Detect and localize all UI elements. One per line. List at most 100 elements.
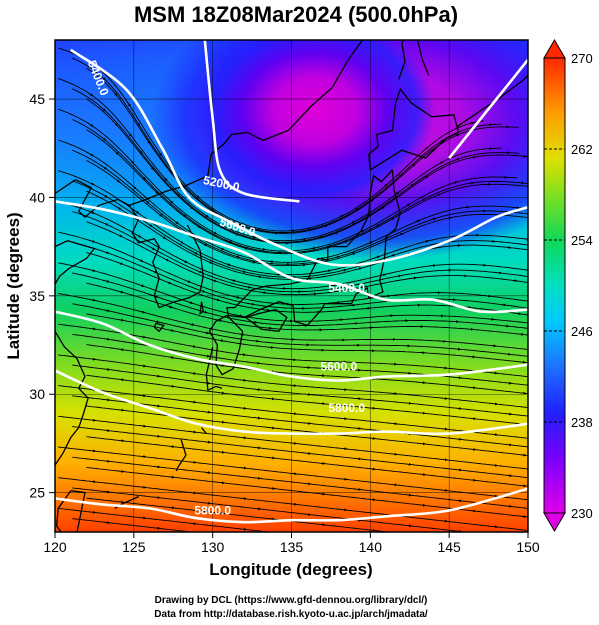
streamline-arrow [469, 478, 477, 482]
streamline-arrow [267, 345, 274, 349]
colorbar-tick-label: 254 [571, 233, 593, 248]
streamline-arrow [290, 502, 298, 506]
streamline-arrow [485, 123, 493, 127]
streamline-arrow [139, 335, 147, 339]
streamline-arrow [318, 461, 326, 465]
streamline-arrow [441, 519, 448, 523]
streamline-arrow [145, 137, 151, 145]
x-axis-label: Longitude (degrees) [209, 560, 372, 579]
streamline-arrow [254, 476, 262, 480]
streamline-arrow [148, 164, 154, 171]
streamline-arrow [193, 193, 200, 199]
streamline-arrow [369, 498, 376, 502]
streamline-arrow [138, 310, 146, 314]
streamline-arrow [511, 279, 518, 283]
streamline-arrow [259, 291, 267, 295]
streamline-arrow [248, 302, 255, 306]
streamline-arrow [89, 327, 97, 331]
streamline-arrow [367, 199, 374, 204]
streamline-arrow [506, 537, 512, 538]
streamline-arrow [168, 167, 174, 174]
streamline-arrow [172, 219, 179, 225]
streamline-arrow [321, 224, 328, 228]
streamline-arrow [204, 440, 211, 444]
coastline [208, 314, 244, 376]
streamline [58, 507, 273, 532]
streamline-arrow [514, 312, 522, 316]
coastline [55, 240, 96, 285]
x-tick-label: 125 [122, 539, 146, 555]
streamline-arrow [341, 240, 348, 244]
streamline-arrow [112, 90, 118, 97]
streamline-arrow [408, 183, 414, 189]
streamline-arrow [202, 213, 209, 218]
streamline-arrow [218, 511, 225, 515]
streamline-arrow [491, 494, 499, 498]
streamline-arrow [455, 407, 462, 410]
streamline-arrow [484, 294, 492, 298]
contour-5600 [55, 200, 528, 314]
streamline-arrow [271, 231, 278, 235]
streamline-arrow [290, 441, 298, 445]
streamline-arrow [491, 371, 498, 375]
streamline-arrow [491, 525, 499, 529]
streamline-arrow [429, 217, 437, 221]
colorbar-gradient [543, 57, 566, 514]
credit-drawing: Drawing by DCL (https://www.gfd-dennou.o… [155, 595, 428, 606]
contour-5800 [55, 369, 528, 436]
streamline-arrow [240, 497, 247, 501]
streamline [86, 313, 528, 364]
streamline-arrow [519, 360, 526, 364]
y-axis-label: Latitude (degrees) [4, 212, 23, 359]
streamline-arrow [434, 193, 442, 197]
y-axis-ticks: 25 30 35 40 45 [29, 91, 55, 501]
streamline-arrow [167, 328, 175, 332]
streamline-arrow [218, 450, 225, 454]
streamline-arrow [268, 426, 276, 430]
streamline-arrow [299, 237, 307, 241]
streamline-arrow [409, 163, 416, 169]
streamline-arrow [329, 283, 337, 287]
streamline-arrow [333, 255, 341, 259]
streamline-arrow [117, 439, 125, 443]
streamline-arrow [218, 247, 225, 251]
streamline-arrow [153, 320, 160, 324]
streamline-arrow [190, 491, 197, 495]
streamline-arrow [218, 391, 225, 395]
x-tick-label: 140 [359, 539, 383, 555]
contour-5400 [70, 48, 528, 267]
streamline-arrow [439, 339, 447, 343]
streamline [72, 149, 528, 265]
coastline [226, 169, 401, 327]
streamline-arrow [87, 92, 94, 97]
streamline-arrow [103, 279, 110, 283]
streamline-arrow [422, 175, 429, 180]
streamline-arrow [211, 230, 218, 235]
streamline-arrow [89, 269, 96, 272]
streamline-arrow [135, 119, 141, 127]
y-tick-label: 40 [29, 189, 45, 205]
streamline-arrow [369, 436, 376, 440]
y-tick-label: 45 [29, 91, 45, 107]
streamline-arrow [163, 257, 170, 262]
colorbar-tick-label: 246 [571, 324, 593, 339]
streamline-arrow [489, 344, 497, 348]
streamline-arrow [453, 158, 460, 161]
streamline-arrow [152, 188, 159, 195]
streamline-arrow [138, 284, 145, 288]
streamline-arrow [150, 270, 158, 274]
streamline-arrow [250, 320, 258, 324]
streamline-arrow [135, 233, 142, 238]
streamline-arrow [117, 347, 125, 351]
streamline-arrow [207, 206, 214, 212]
streamline-arrow [369, 406, 376, 410]
streamline-arrow [389, 254, 396, 257]
streamline-arrow [87, 122, 94, 127]
streamline-arrow [217, 363, 225, 367]
streamline-arrow [373, 255, 381, 259]
streamline-arrow [149, 246, 156, 250]
streamline-arrow [348, 221, 355, 225]
streamline-arrow [358, 229, 365, 234]
streamline-arrow [419, 411, 426, 415]
